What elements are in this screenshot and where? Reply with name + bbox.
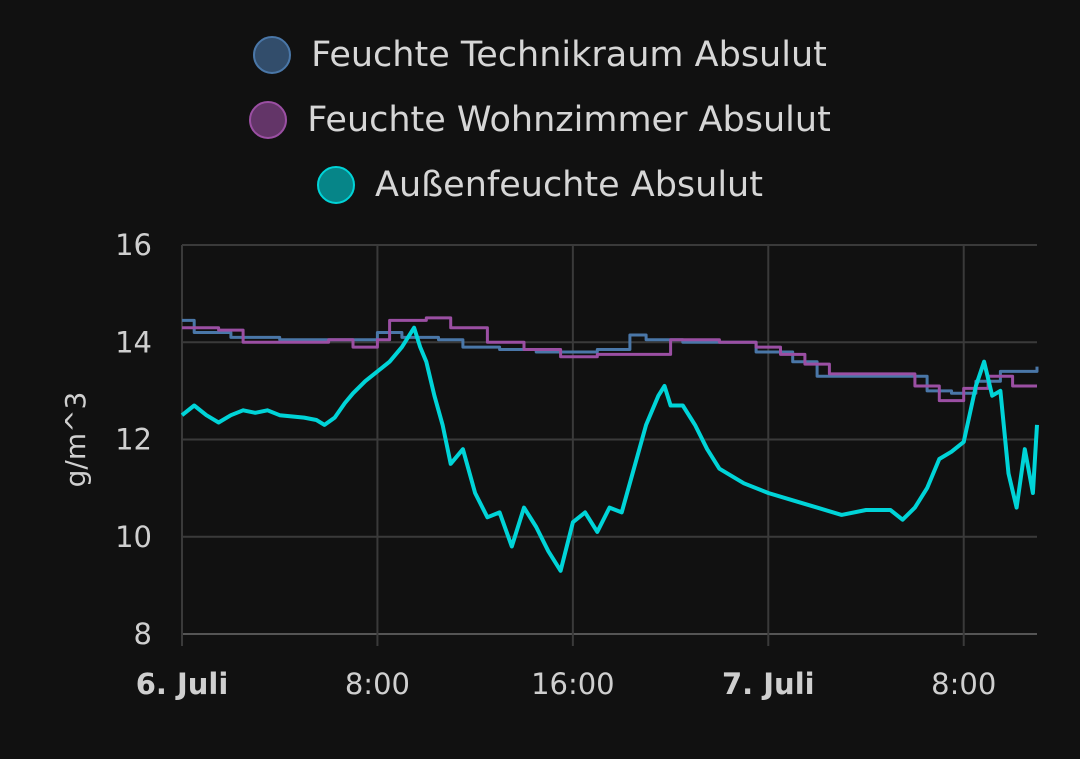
series-line-0 [182, 318, 1039, 395]
legend-label: Außenfeuchte Absulut [375, 164, 763, 205]
chart-series [180, 316, 1039, 573]
x-tick-label: 8:00 [345, 667, 410, 701]
x-tick-label: 16:00 [531, 667, 615, 701]
chart-legend: Feuchte Technikraum Absulut Feuchte Wohnz… [0, 22, 1080, 217]
legend-swatch [253, 35, 292, 74]
legend-item[interactable]: Außenfeuchte Absulut [0, 152, 1080, 217]
x-tick-label: 6. Juli [136, 667, 229, 701]
legend-label: Feuchte Technikraum Absulut [311, 34, 827, 75]
legend-item[interactable]: Feuchte Technikraum Absulut [0, 22, 1080, 87]
y-axis-label: g/m^3 [59, 392, 92, 488]
y-tick-label: 16 [115, 228, 152, 262]
y-tick-label: 10 [115, 520, 152, 554]
legend-swatch [317, 165, 356, 204]
series-line-2 [180, 325, 1039, 573]
x-tick-label: 8:00 [931, 667, 996, 701]
x-axis-ticks: 6. Juli 8:00 16:00 7. Juli 8:00 [136, 667, 997, 701]
y-tick-label: 8 [134, 617, 152, 651]
y-axis-ticks: 16 14 12 10 8 [115, 228, 152, 651]
legend-label: Feuchte Wohnzimmer Absulut [307, 99, 831, 140]
series-line-1 [182, 316, 1037, 403]
legend-item[interactable]: Feuchte Wohnzimmer Absulut [0, 87, 1080, 152]
y-tick-label: 12 [115, 423, 152, 457]
x-tick-label: 7. Juli [722, 667, 815, 701]
chart-grid [181, 244, 1037, 646]
y-tick-label: 14 [115, 325, 152, 359]
legend-swatch [249, 100, 288, 139]
